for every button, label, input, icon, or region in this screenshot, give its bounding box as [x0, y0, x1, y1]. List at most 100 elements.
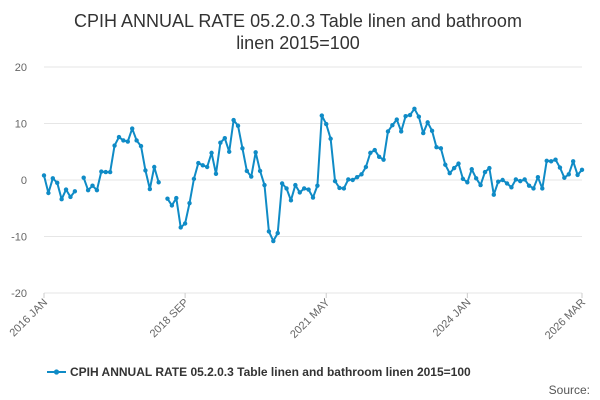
- data-point-94[interactable]: [456, 161, 461, 166]
- data-point-16[interactable]: [112, 143, 117, 148]
- data-point-120[interactable]: [570, 159, 576, 164]
- data-point-86[interactable]: [421, 130, 426, 136]
- data-point-0[interactable]: [41, 173, 47, 178]
- data-point-12[interactable]: [94, 187, 100, 193]
- data-point-22[interactable]: [138, 143, 144, 149]
- data-point-52[interactable]: [271, 238, 276, 244]
- data-point-66[interactable]: [332, 178, 338, 184]
- data-point-100[interactable]: [482, 169, 488, 175]
- data-point-93[interactable]: [451, 165, 457, 171]
- data-point-28[interactable]: [165, 196, 170, 201]
- data-point-75[interactable]: [372, 147, 377, 153]
- data-point-82[interactable]: [403, 113, 408, 119]
- data-point-108[interactable]: [518, 178, 523, 184]
- legend[interactable]: CPIH ANNUAL RATE 05.2.0.3 Table linen an…: [47, 365, 471, 379]
- data-point-39[interactable]: [213, 171, 219, 176]
- data-point-50[interactable]: [262, 182, 267, 188]
- data-point-1[interactable]: [46, 190, 51, 196]
- data-point-49[interactable]: [257, 168, 263, 174]
- data-point-46[interactable]: [244, 168, 250, 174]
- data-point-99[interactable]: [478, 182, 483, 188]
- data-point-122[interactable]: [579, 167, 585, 173]
- data-point-118[interactable]: [562, 175, 567, 180]
- data-point-111[interactable]: [531, 186, 536, 191]
- data-point-35[interactable]: [196, 160, 201, 166]
- data-point-85[interactable]: [416, 114, 422, 119]
- data-point-59[interactable]: [301, 186, 307, 191]
- data-point-105[interactable]: [504, 181, 510, 186]
- data-point-7[interactable]: [72, 189, 78, 194]
- data-point-56[interactable]: [288, 198, 294, 203]
- data-point-103[interactable]: [496, 179, 501, 184]
- data-point-43[interactable]: [231, 117, 236, 123]
- data-point-110[interactable]: [526, 183, 532, 188]
- data-point-97[interactable]: [469, 167, 474, 172]
- data-point-60[interactable]: [306, 187, 311, 192]
- data-point-10[interactable]: [85, 187, 91, 193]
- data-point-41[interactable]: [222, 135, 227, 141]
- data-point-29[interactable]: [169, 203, 175, 208]
- data-point-55[interactable]: [284, 186, 289, 191]
- data-point-80[interactable]: [394, 117, 399, 122]
- data-point-109[interactable]: [522, 177, 527, 182]
- data-point-23[interactable]: [143, 168, 148, 173]
- data-point-3[interactable]: [55, 180, 60, 186]
- data-point-88[interactable]: [429, 128, 435, 134]
- data-point-83[interactable]: [407, 112, 413, 118]
- data-point-72[interactable]: [359, 172, 364, 177]
- data-point-96[interactable]: [465, 180, 470, 185]
- data-point-77[interactable]: [381, 157, 386, 162]
- data-point-9[interactable]: [81, 175, 86, 180]
- data-point-65[interactable]: [328, 136, 333, 141]
- data-point-42[interactable]: [227, 149, 232, 154]
- data-point-5[interactable]: [63, 187, 69, 192]
- data-point-104[interactable]: [500, 177, 505, 183]
- data-point-106[interactable]: [509, 185, 514, 190]
- data-point-48[interactable]: [253, 150, 258, 155]
- data-point-84[interactable]: [412, 106, 417, 112]
- data-point-70[interactable]: [350, 177, 355, 183]
- data-point-26[interactable]: [156, 180, 161, 185]
- data-point-113[interactable]: [540, 186, 545, 191]
- data-point-68[interactable]: [341, 186, 347, 191]
- data-point-115[interactable]: [548, 159, 554, 164]
- data-point-51[interactable]: [266, 229, 272, 234]
- data-point-62[interactable]: [315, 183, 320, 188]
- data-point-44[interactable]: [235, 123, 241, 128]
- data-point-78[interactable]: [385, 129, 391, 134]
- data-point-4[interactable]: [59, 197, 64, 202]
- data-point-79[interactable]: [390, 123, 395, 128]
- data-point-37[interactable]: [204, 164, 210, 170]
- data-point-107[interactable]: [513, 177, 519, 182]
- data-point-31[interactable]: [178, 225, 183, 230]
- data-point-117[interactable]: [557, 165, 563, 170]
- data-point-73[interactable]: [363, 164, 369, 170]
- data-point-63[interactable]: [319, 113, 325, 118]
- data-point-53[interactable]: [275, 230, 280, 236]
- data-point-114[interactable]: [544, 158, 549, 163]
- data-point-101[interactable]: [487, 165, 492, 171]
- data-point-18[interactable]: [121, 138, 126, 143]
- data-point-98[interactable]: [473, 176, 479, 181]
- data-point-24[interactable]: [147, 186, 153, 192]
- data-point-92[interactable]: [447, 171, 452, 176]
- data-point-91[interactable]: [443, 162, 448, 167]
- data-point-58[interactable]: [297, 190, 302, 195]
- data-point-121[interactable]: [575, 172, 580, 178]
- data-point-64[interactable]: [324, 121, 329, 127]
- data-point-71[interactable]: [354, 174, 360, 180]
- data-point-74[interactable]: [368, 150, 373, 156]
- data-point-76[interactable]: [376, 154, 382, 160]
- data-point-112[interactable]: [535, 174, 541, 180]
- data-point-87[interactable]: [425, 120, 430, 125]
- data-point-89[interactable]: [434, 145, 439, 150]
- data-point-11[interactable]: [90, 183, 95, 188]
- data-point-34[interactable]: [191, 176, 197, 182]
- data-point-95[interactable]: [460, 176, 466, 182]
- data-point-36[interactable]: [200, 163, 205, 168]
- data-point-33[interactable]: [187, 200, 192, 206]
- data-point-13[interactable]: [99, 169, 104, 174]
- data-point-102[interactable]: [491, 192, 496, 197]
- data-point-57[interactable]: [293, 182, 298, 188]
- data-point-19[interactable]: [125, 139, 130, 144]
